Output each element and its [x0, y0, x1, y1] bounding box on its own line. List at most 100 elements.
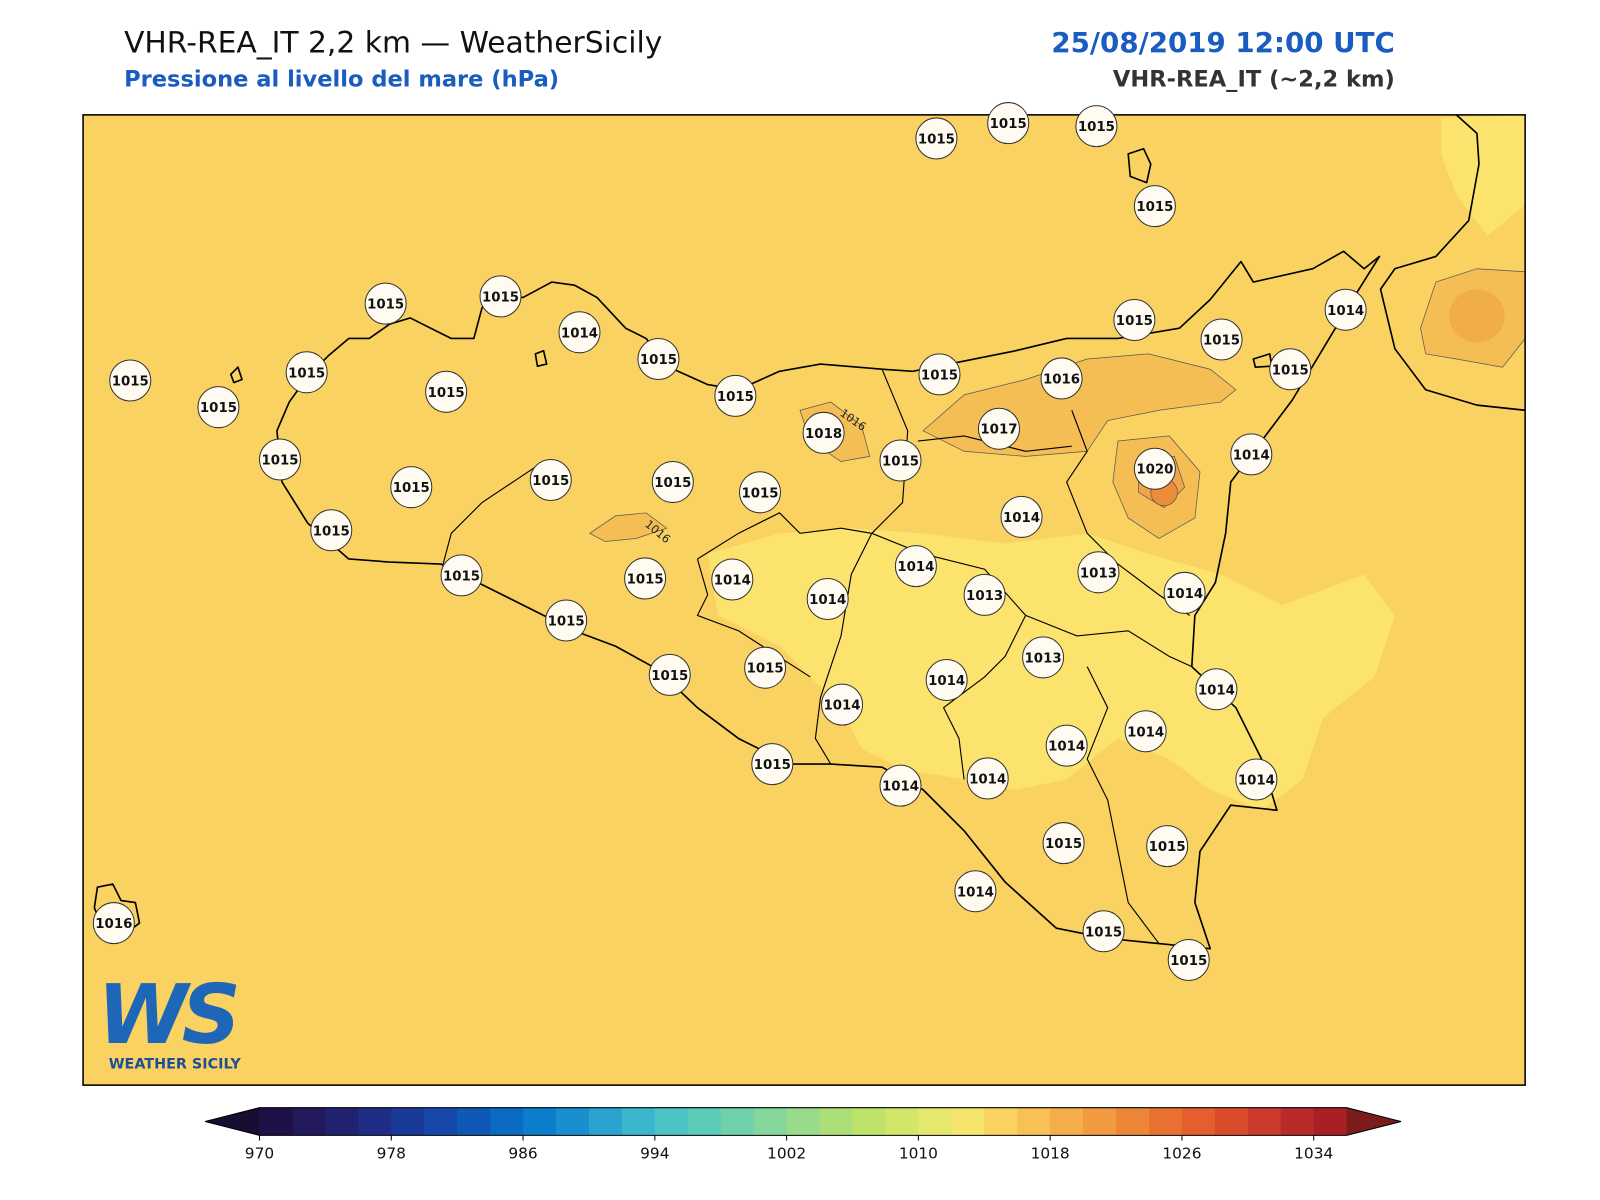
station: 1015 [529, 458, 572, 502]
title: VHR-REA_IT 2,2 km — WeatherSicily [124, 26, 662, 61]
colorbar-swatch [852, 1107, 886, 1136]
station: 1015 [364, 282, 407, 325]
station-value: 1015 [313, 524, 350, 539]
station-marker [714, 374, 757, 417]
colorbar-swatch [424, 1107, 458, 1136]
station: 1014 [1324, 288, 1367, 331]
station-marker [918, 353, 961, 396]
low-pressure-area [1441, 114, 1526, 236]
station-value: 1014 [1238, 774, 1275, 789]
colorbar-extension [205, 1107, 260, 1136]
station-value: 1014 [714, 574, 751, 589]
station-value: 1015 [1149, 840, 1186, 855]
colorbar-swatch [555, 1107, 590, 1136]
station: 1015 [637, 337, 680, 380]
station: 1015 [479, 275, 522, 318]
station-value: 1014 [969, 772, 1006, 787]
high-pressure-core [1449, 289, 1505, 343]
station: 1018 [802, 411, 845, 454]
station: 1014 [1235, 758, 1278, 801]
station: 1016 [1040, 357, 1083, 400]
station-marker [802, 411, 845, 454]
island [1127, 147, 1152, 184]
colorbar-swatch [358, 1107, 392, 1136]
station-value: 1018 [805, 427, 842, 442]
colorbar-swatch [1050, 1107, 1084, 1136]
station: 1014 [966, 757, 1009, 800]
station-marker [751, 743, 794, 786]
colorbar-tick-label: 1018 [1031, 1144, 1070, 1162]
station-marker [821, 683, 864, 726]
station: 1015 [751, 743, 794, 786]
map-frame [82, 114, 1526, 1086]
station: 1017 [977, 407, 1020, 450]
colorbar-tick-label: 970 [245, 1144, 274, 1162]
station: 1015 [258, 438, 302, 481]
station: 1015 [1269, 348, 1312, 391]
station-marker [92, 902, 135, 945]
station-marker [558, 311, 601, 354]
station: 1014 [1230, 433, 1273, 476]
station: 1013 [1022, 636, 1065, 679]
station-marker [977, 407, 1020, 450]
station: 1014 [711, 558, 754, 601]
station-marker [1082, 910, 1125, 953]
station-marker [966, 757, 1009, 800]
station-value: 1013 [1080, 566, 1117, 581]
station-value: 1015 [741, 486, 778, 501]
station-value: 1015 [1045, 837, 1082, 852]
station-value: 1014 [809, 593, 846, 608]
colorbar-swatch [621, 1107, 656, 1136]
colorbar-swatch [490, 1107, 524, 1136]
station: 1016 [92, 902, 135, 945]
station: 1015 [1042, 822, 1085, 865]
station: 1014 [558, 311, 601, 354]
station: 1015 [1075, 105, 1118, 148]
station: 1014 [806, 577, 849, 620]
station-marker [258, 438, 302, 481]
station-marker [637, 337, 680, 380]
station-marker [1269, 348, 1312, 391]
station-marker [545, 599, 588, 642]
station-marker [310, 509, 353, 552]
colorbar-swatch [1083, 1107, 1117, 1136]
station-marker [1040, 357, 1083, 400]
station-value: 1013 [966, 589, 1003, 604]
colorbar-tick-label: 1026 [1162, 1144, 1201, 1162]
station-value: 1014 [882, 780, 919, 795]
colorbar-swatch [1214, 1107, 1249, 1136]
station-value: 1013 [1025, 651, 1062, 666]
station: 1015 [648, 653, 691, 696]
datetime: 25/08/2019 12:00 UTC [1051, 26, 1394, 59]
station: 1014 [954, 870, 997, 913]
colorbar-swatch [1280, 1107, 1315, 1136]
station-value: 1015 [627, 572, 664, 587]
station-marker [364, 282, 407, 325]
station-value: 1014 [1048, 740, 1085, 755]
station: 1015 [1146, 825, 1189, 868]
station: 1015 [1133, 185, 1176, 228]
colorbar-swatch [786, 1107, 821, 1136]
station-value: 1015 [1170, 954, 1207, 969]
station: 1014 [1000, 495, 1043, 538]
colorbar-swatch [687, 1107, 722, 1136]
station-marker [1167, 938, 1210, 982]
station: 1015 [744, 646, 787, 689]
station-marker [1133, 447, 1176, 490]
station: 1013 [1077, 551, 1120, 594]
station-value: 1017 [980, 423, 1017, 438]
map: 1016 1016 1015 1015 1015 1015 1015 1015 1014 10… [82, 102, 1526, 1086]
station: 1015 [197, 386, 240, 429]
station-marker [1042, 822, 1085, 865]
colorbar-swatch [292, 1107, 326, 1136]
station: 1014 [821, 683, 864, 726]
station-marker [1000, 495, 1043, 538]
station-marker [987, 102, 1030, 145]
station-value: 1015 [882, 455, 919, 470]
station-value: 1014 [1127, 725, 1164, 740]
colorbar-swatch [918, 1107, 952, 1136]
station-marker [925, 658, 968, 702]
station: 1015 [109, 359, 152, 402]
station-marker [1133, 185, 1176, 228]
